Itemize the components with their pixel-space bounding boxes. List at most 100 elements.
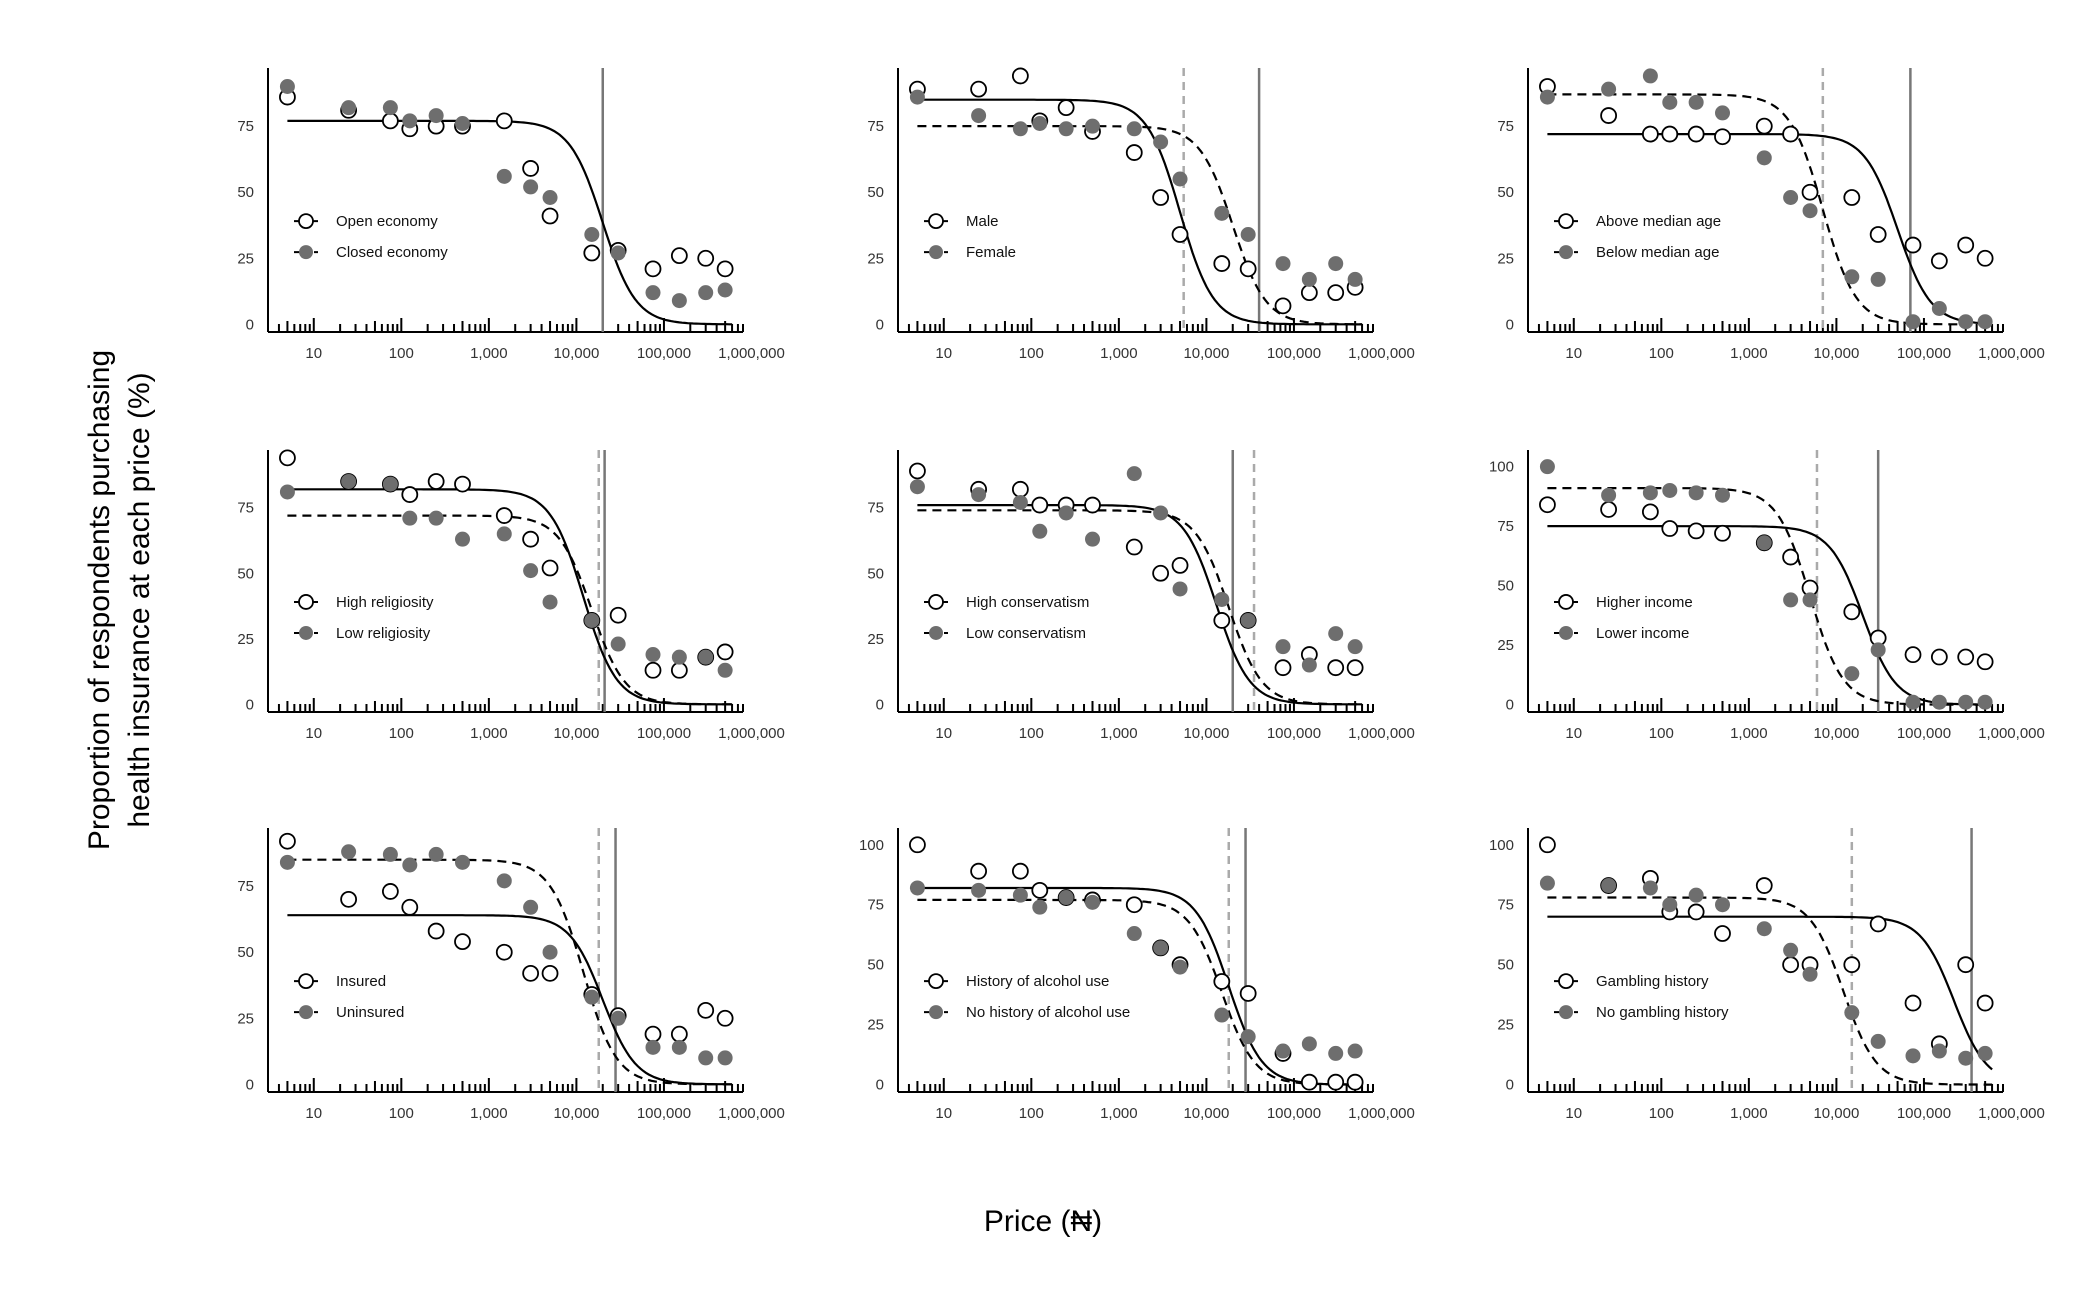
- x-tick-label: 10,000: [1183, 345, 1229, 362]
- data-point: [1539, 875, 1555, 891]
- x-tick-label: 10: [935, 345, 952, 362]
- data-point: [1783, 190, 1799, 205]
- data-point: [1931, 1043, 1947, 1059]
- data-point: [644, 661, 662, 679]
- data-point: [1904, 994, 1922, 1012]
- data-point: [1802, 203, 1818, 219]
- data-point: [1600, 501, 1618, 518]
- data-point: [341, 844, 357, 860]
- data-point: [1012, 494, 1028, 510]
- data-point: [428, 510, 444, 526]
- panel-sex: 0 25 50 75 10 100 1,000 10,000 100,000 1,000,000 M…: [867, 67, 1415, 362]
- data-point: [1213, 612, 1231, 629]
- data-point: [1126, 121, 1142, 137]
- x-tick-label: 100,000: [1897, 345, 1951, 362]
- data-point: [341, 473, 357, 489]
- data-point: [1328, 1045, 1344, 1061]
- data-point: [1012, 121, 1028, 137]
- data-point: [1844, 666, 1860, 682]
- data-point: [1346, 1073, 1364, 1091]
- data-point: [496, 168, 512, 184]
- x-tick-label: 10: [935, 1105, 952, 1122]
- legend-label: No history of alcohol use: [966, 1004, 1130, 1021]
- data-point: [583, 244, 601, 262]
- data-point: [1714, 524, 1731, 542]
- data-point: [1801, 183, 1819, 201]
- panel-gambling: 0 25 50 75 100 10 100 1,000 10,000 100,000 1,000,0…: [1489, 828, 2045, 1122]
- data-point: [1870, 271, 1886, 287]
- x-tick-label: 1,000: [470, 725, 508, 742]
- data-point: [427, 922, 445, 940]
- fit-curve-solid: [917, 504, 1363, 706]
- fit-curve-solid: [1547, 915, 1993, 1071]
- legend-label: History of alcohol use: [966, 973, 1109, 990]
- panel-income: 0 25 50 75 100 10 100 1,000 10,000 100,000 1,000,0…: [1489, 450, 2045, 742]
- data-point: [1275, 256, 1291, 272]
- legend-key-marker: [928, 594, 944, 610]
- data-point: [381, 112, 399, 130]
- data-point: [1032, 899, 1048, 915]
- data-point: [496, 526, 512, 542]
- data-point: [1977, 314, 1993, 330]
- legend-key-marker: [298, 594, 314, 610]
- data-point: [1688, 887, 1704, 903]
- data-point: [697, 249, 715, 267]
- data-point: [909, 89, 925, 105]
- panel-economy: 0 25 50 75 10 100 1,000 10,000 100,000 1,000,000 O…: [237, 68, 785, 362]
- panel-conservatism: 0 25 50 75 10 100 1,000 10,000 100,000 1,000,000 H…: [867, 450, 1415, 742]
- data-point: [1905, 314, 1921, 330]
- data-point: [645, 1039, 661, 1055]
- y-tick-label: 50: [237, 565, 254, 582]
- data-point: [279, 484, 295, 500]
- data-point: [644, 260, 662, 278]
- data-point: [1870, 1033, 1886, 1049]
- data-point: [1153, 505, 1169, 521]
- data-point: [717, 662, 733, 678]
- x-tick-label: 100: [1019, 1105, 1044, 1122]
- legend-key-marker: [929, 625, 943, 640]
- x-tick-label: 10,000: [553, 725, 599, 742]
- data-point: [1539, 89, 1555, 105]
- data-point: [644, 1025, 662, 1043]
- x-tick-label: 10,000: [1813, 1105, 1859, 1122]
- x-tick-label: 1,000,000: [1978, 1105, 2045, 1122]
- data-point: [428, 846, 444, 862]
- x-tick-label: 100: [1649, 345, 1674, 362]
- data-point: [1011, 862, 1029, 880]
- x-tick-label: 100,000: [1267, 345, 1321, 362]
- data-point: [1125, 144, 1143, 161]
- data-point: [1153, 134, 1169, 150]
- data-point: [1084, 496, 1101, 514]
- x-tick-label: 100: [389, 725, 414, 742]
- x-tick-label: 1,000,000: [1348, 725, 1415, 742]
- data-point: [542, 944, 558, 960]
- data-point: [454, 933, 471, 951]
- legend-label: Open economy: [336, 213, 438, 230]
- data-point: [610, 636, 626, 652]
- data-point: [610, 245, 626, 261]
- data-point: [382, 846, 398, 862]
- fit-curve-solid: [287, 488, 733, 706]
- data-point: [909, 880, 925, 896]
- data-point: [382, 476, 398, 492]
- legend-key-marker: [1559, 245, 1573, 260]
- x-tick-label: 100,000: [637, 1105, 691, 1122]
- data-point: [1843, 956, 1861, 974]
- data-point: [496, 873, 512, 889]
- x-tick-label: 1,000,000: [718, 345, 785, 362]
- data-point: [909, 479, 925, 495]
- data-point: [1976, 653, 1994, 671]
- data-point: [717, 282, 733, 298]
- x-tick-label: 100: [389, 345, 414, 362]
- data-point: [1240, 227, 1256, 242]
- legend-key-marker: [299, 245, 313, 260]
- data-point: [1347, 639, 1363, 655]
- data-point: [1958, 314, 1974, 330]
- data-point: [522, 964, 540, 982]
- data-point: [455, 854, 471, 870]
- data-point: [1172, 171, 1188, 187]
- data-point: [1687, 903, 1705, 921]
- legend-label: No gambling history: [1596, 1004, 1729, 1021]
- data-point: [671, 649, 687, 665]
- data-point: [1152, 564, 1170, 582]
